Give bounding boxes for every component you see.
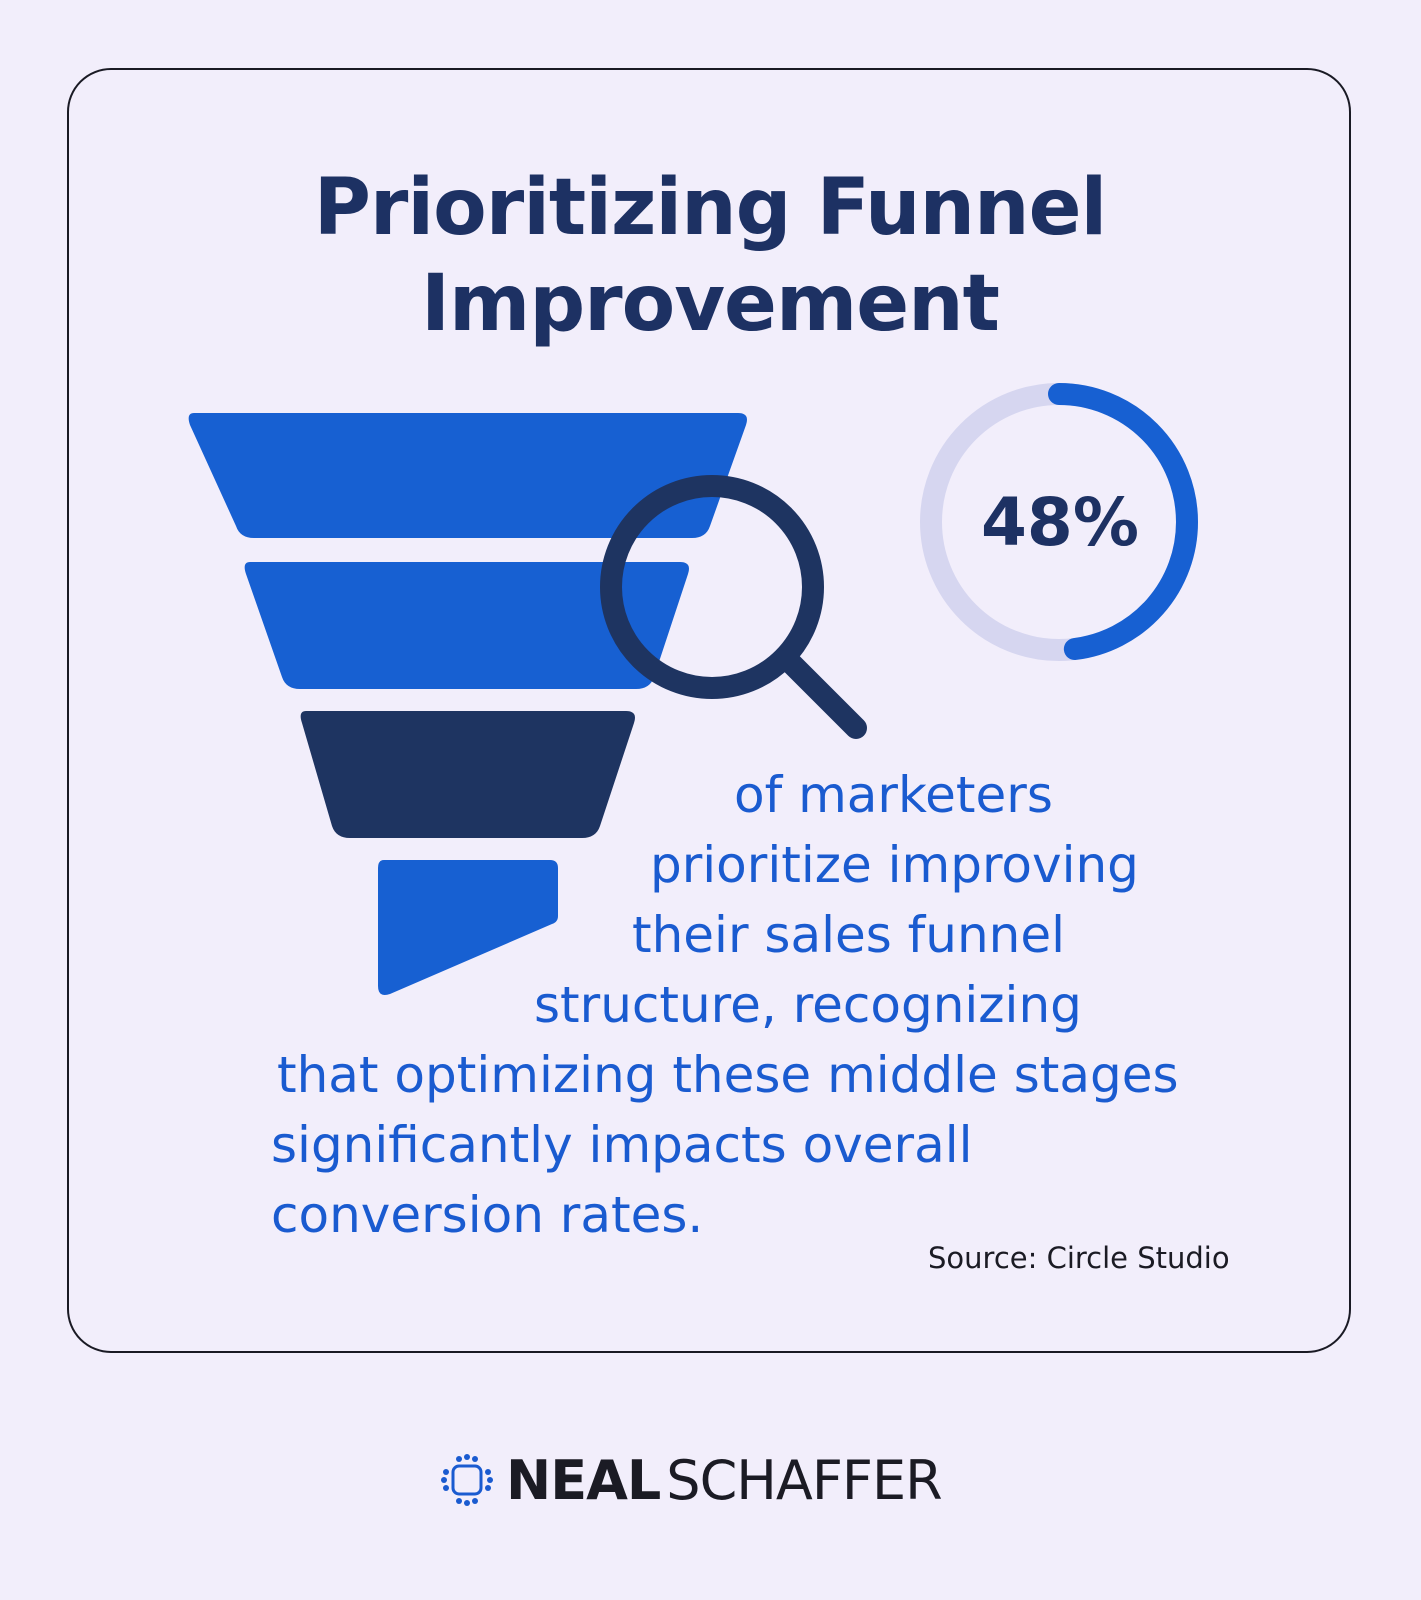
funnel-tier-2 — [244, 562, 689, 689]
brand-logo: NEAL SCHAFFER — [440, 1448, 943, 1512]
description-line-1: of marketers — [734, 766, 1053, 824]
brand-name-light: SCHAFFER — [666, 1448, 942, 1512]
magnifying-glass-icon — [600, 475, 867, 739]
funnel-tier-3 — [300, 711, 635, 838]
brand-name-bold: NEAL — [506, 1448, 661, 1512]
infographic-card — [67, 68, 1351, 1353]
progress-ring — [920, 383, 1198, 661]
description-line-2: prioritize improving — [650, 836, 1139, 894]
funnel-tier-1 — [188, 413, 747, 538]
description-line-3: their sales funnel — [632, 906, 1066, 964]
description-line-4: structure, recognizing — [534, 976, 1082, 1034]
description-line-6: significantly impacts overall — [271, 1116, 973, 1174]
source-citation: Source: Circle Studio — [928, 1241, 1230, 1275]
title-line-2: Improvement — [421, 259, 1000, 349]
page-title: Prioritizing Funnel Improvement — [200, 160, 1220, 352]
description-line-5: that optimizing these middle stages — [277, 1046, 1179, 1104]
chip-logo-icon — [441, 1454, 493, 1506]
ring-progress — [920, 383, 1198, 661]
funnel-icon — [188, 413, 747, 995]
funnel-tier-4 — [378, 860, 558, 995]
title-line-1: Prioritizing Funnel — [313, 163, 1107, 253]
description-line-7: conversion rates. — [271, 1186, 704, 1244]
stat-percent: 48% — [981, 484, 1139, 561]
